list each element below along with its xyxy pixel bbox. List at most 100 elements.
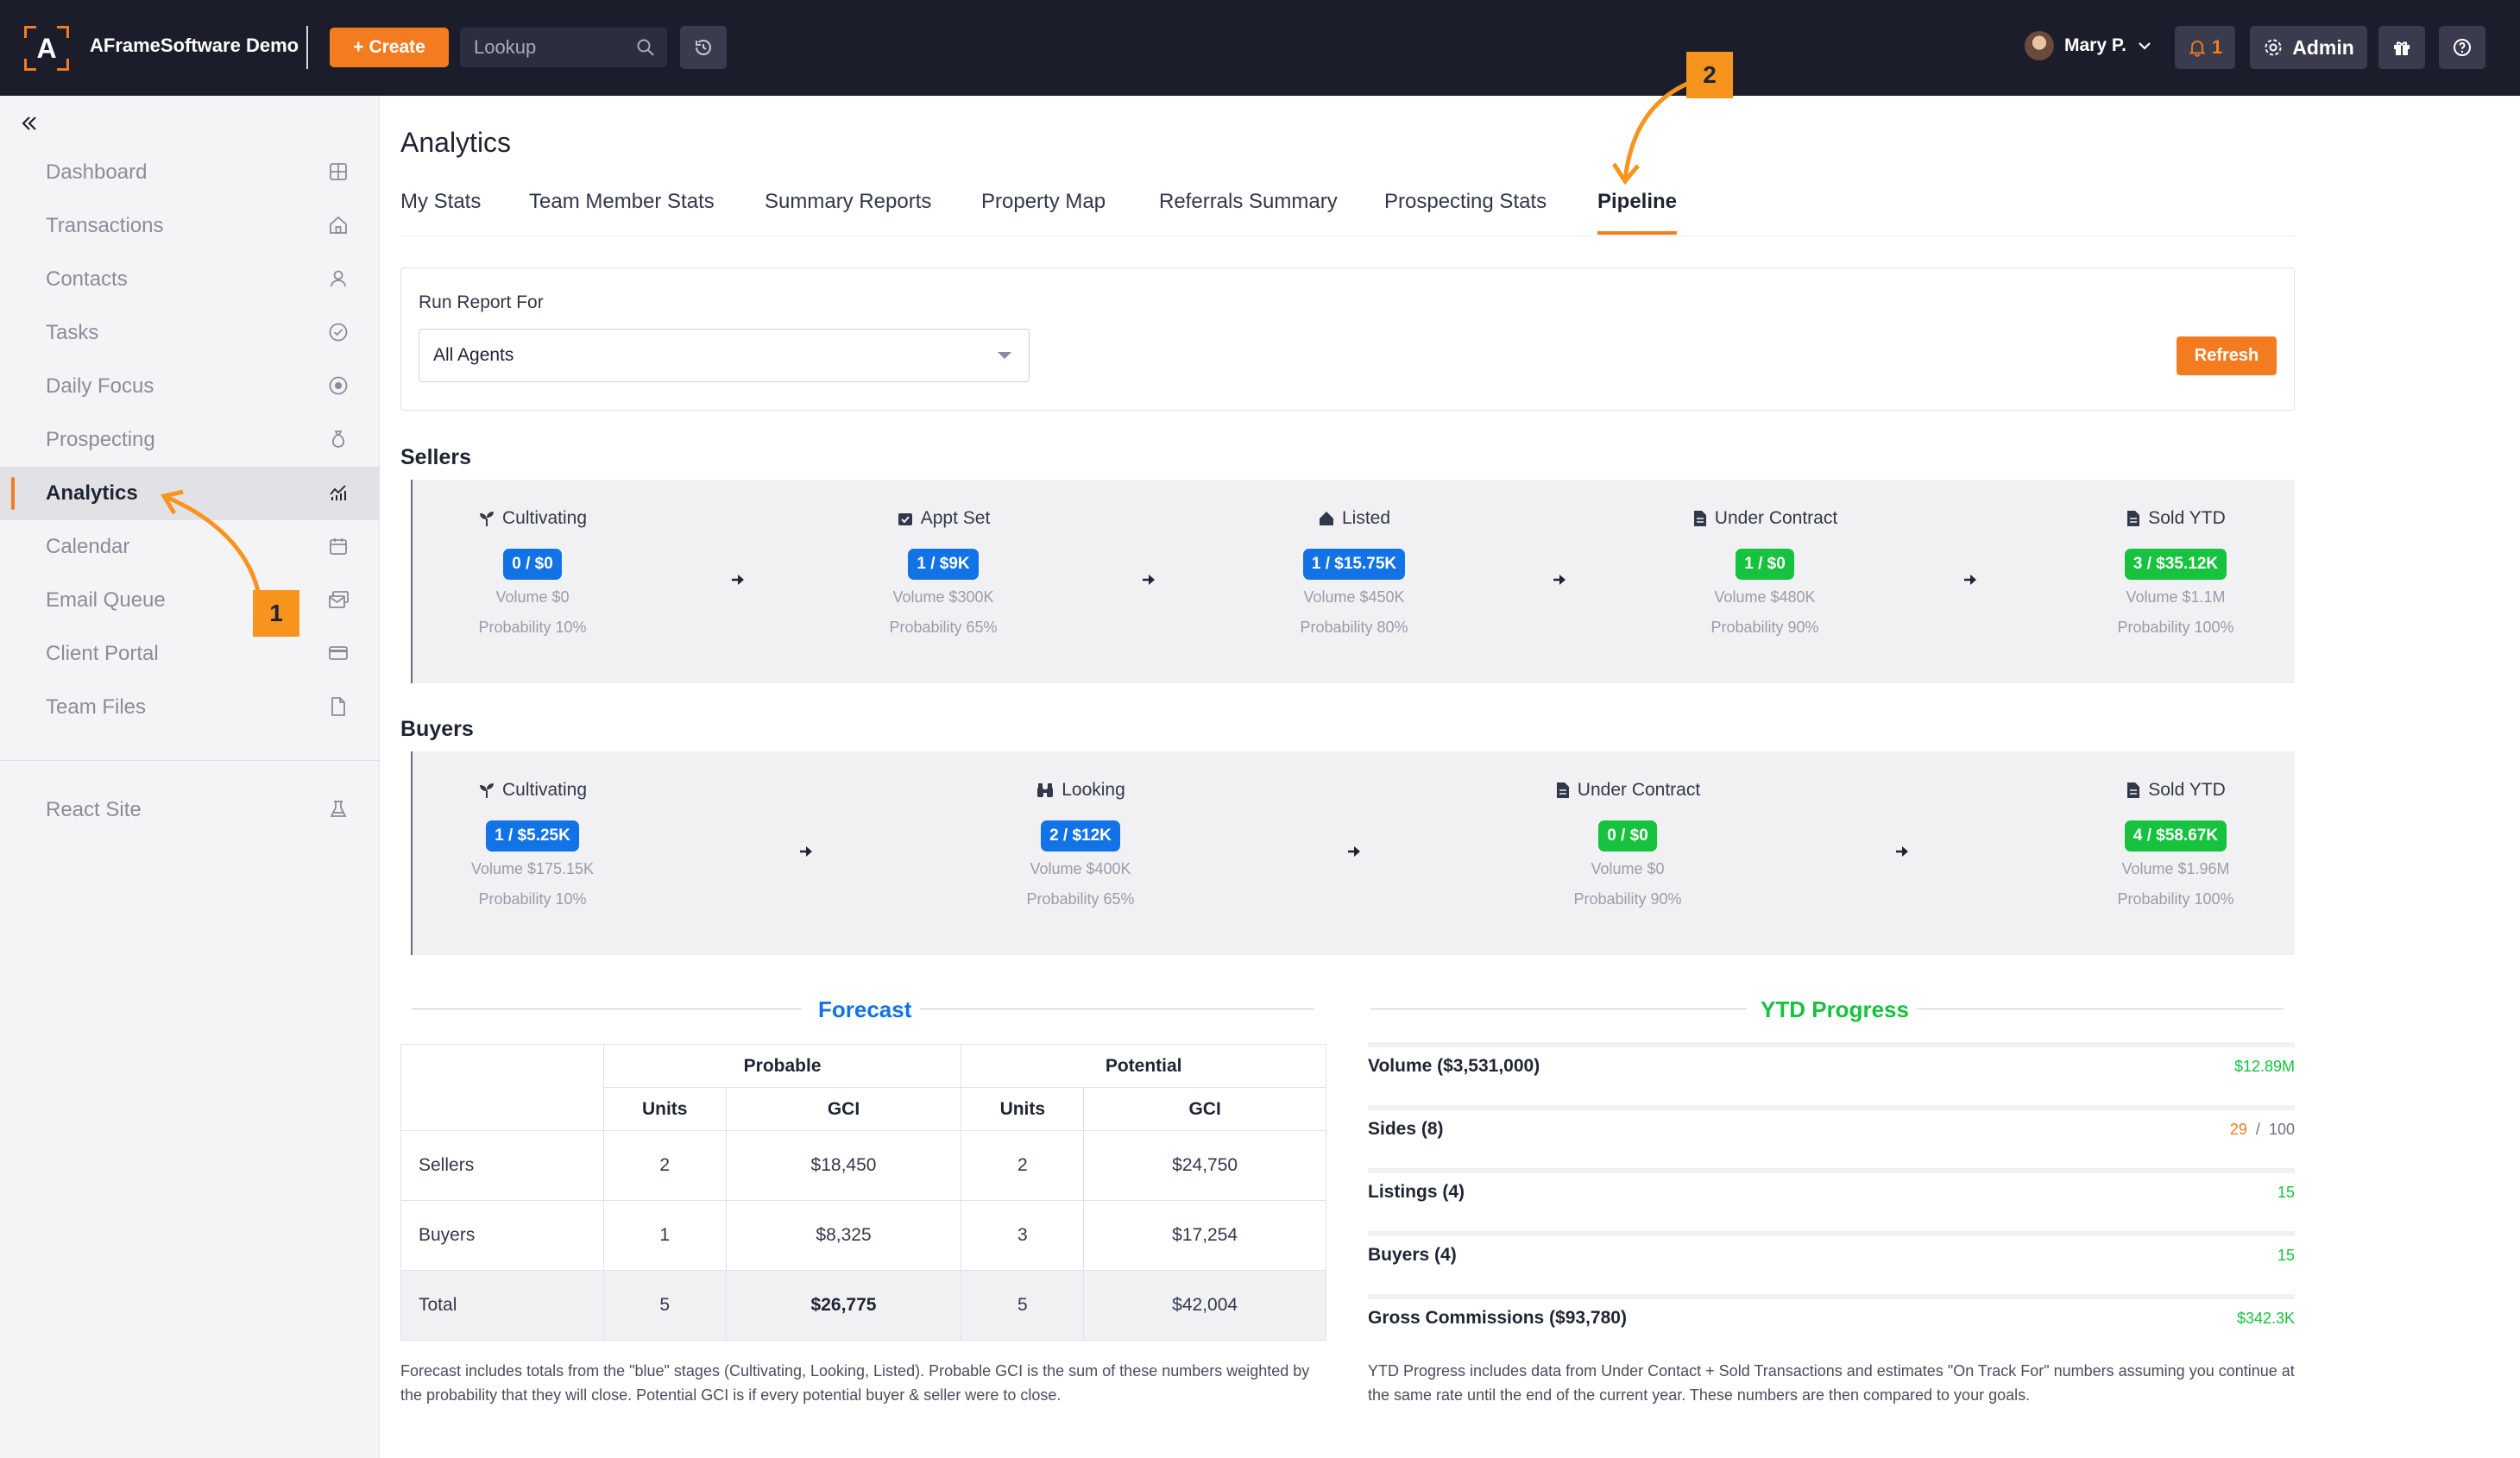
stage-volume: Volume $1.96M xyxy=(2121,860,2230,877)
sidebar-item-react-site[interactable]: React Site xyxy=(0,783,380,837)
ytd-row-listings: Listings (4) 15 xyxy=(1368,1168,2295,1231)
binoculars-icon xyxy=(1037,783,1054,797)
double-chevron-left-icon[interactable] xyxy=(19,113,40,134)
table-cell: 5 xyxy=(961,1270,1085,1341)
stage-probability: Probability 100% xyxy=(2117,890,2234,908)
buyers-pipeline: Cultivating 1 / $5.25K Volume $175.15K P… xyxy=(411,751,2295,955)
stage-name: Cultivating xyxy=(501,780,588,800)
table-cell: 2 xyxy=(961,1130,1085,1201)
column-header: GCI xyxy=(1083,1087,1326,1131)
forecast-title: Forecast xyxy=(818,996,912,1022)
notification-count: 1 xyxy=(2211,36,2223,58)
sidebar-item-calendar[interactable]: Calendar xyxy=(0,520,380,574)
stage-badge: 2 / $12K xyxy=(1041,820,1120,852)
tab-my-stats[interactable]: My Stats xyxy=(400,190,482,213)
ytd-label: Volume ($3,531,000) xyxy=(1368,1056,1540,1076)
tab-summary-reports[interactable]: Summary Reports xyxy=(765,190,932,213)
sidebar-item-label: Daily Focus xyxy=(46,374,154,398)
sidebar-item-tasks[interactable]: Tasks xyxy=(0,306,380,360)
sidebar-item-analytics[interactable]: Analytics xyxy=(0,467,380,520)
admin-button[interactable]: Admin xyxy=(2250,26,2367,69)
create-label: Create xyxy=(369,37,425,57)
empty-header xyxy=(400,1044,604,1131)
annotation-arrowhead-2 xyxy=(1611,162,1640,185)
row-label: Buyers xyxy=(400,1200,604,1271)
arrow-right-icon xyxy=(800,846,812,857)
logo[interactable]: A xyxy=(24,26,69,71)
tab-referrals-summary[interactable]: Referrals Summary xyxy=(1159,190,1338,213)
sidebar-item-label: Analytics xyxy=(46,481,138,505)
sprout-icon xyxy=(479,783,494,798)
home-icon xyxy=(330,216,347,234)
grid-icon xyxy=(330,163,347,180)
ytd-row-sides: Sides (8) 29 / 100 xyxy=(1368,1105,2295,1168)
tab-prospecting-stats[interactable]: Prospecting Stats xyxy=(1384,190,1547,213)
run-report-panel: Run Report For All Agents Refresh xyxy=(400,267,2295,411)
ytd-row-gross-commissions: Gross Commissions ($93,780) $342.3K xyxy=(1368,1294,2295,1357)
sellers-heading: Sellers xyxy=(400,445,472,469)
table-cell: 2 xyxy=(602,1130,727,1201)
ytd-value: 15 xyxy=(2277,1247,2295,1264)
ytd-row-buyers: Buyers (4) 15 xyxy=(1368,1231,2295,1294)
buyer-stage-under-contract: Under Contract 0 / $0 Volume $0 Probabil… xyxy=(1524,777,1731,908)
chart-icon xyxy=(330,485,346,500)
gift-icon xyxy=(2394,41,2410,55)
stage-name: Looking xyxy=(1062,780,1125,800)
gear-icon xyxy=(2265,39,2282,56)
create-button[interactable]: + Create xyxy=(330,28,449,67)
table-cell: $24,750 xyxy=(1083,1130,1326,1201)
ytd-value: 29 / 100 xyxy=(2230,1121,2295,1139)
table-row-total: Total 5 $26,775 5 $42,004 xyxy=(400,1270,1326,1341)
history-button[interactable] xyxy=(680,26,727,69)
sidebar-item-prospecting[interactable]: Prospecting xyxy=(0,413,380,467)
sidebar-item-label: React Site xyxy=(46,798,142,821)
lookup-input[interactable]: Lookup xyxy=(460,28,667,67)
sidebar-item-label: Calendar xyxy=(46,535,130,558)
sidebar-item-dashboard[interactable]: Dashboard xyxy=(0,146,380,199)
flask-icon xyxy=(330,801,347,817)
page-title: Analytics xyxy=(400,127,512,158)
calendar-icon xyxy=(330,538,347,555)
help-button[interactable] xyxy=(2439,26,2485,69)
sidebar-item-team-files[interactable]: Team Files xyxy=(0,681,380,734)
stage-name: Under Contract xyxy=(1577,780,1701,800)
stage-badge: 1 / $0 xyxy=(1736,549,1794,580)
user-menu[interactable]: Mary P. xyxy=(2025,31,2152,60)
tab-bar: My Stats Team Member Stats Summary Repor… xyxy=(400,190,2295,236)
target-icon xyxy=(329,376,348,395)
calendar-check-icon xyxy=(898,513,912,525)
stage-probability: Probability 65% xyxy=(889,619,998,636)
stage-badge: 1 / $15.75K xyxy=(1302,549,1406,580)
stage-name: Appt Set xyxy=(920,508,991,528)
table-cell: 1 xyxy=(602,1200,727,1271)
ytd-label: Gross Commissions ($93,780) xyxy=(1368,1308,1627,1328)
sidebar-item-label: Client Portal xyxy=(46,642,159,665)
stage-name: Listed xyxy=(1341,508,1391,528)
sidebar-item-contacts[interactable]: Contacts xyxy=(0,253,380,306)
notifications-button[interactable]: 1 xyxy=(2175,26,2235,69)
arrow-right-icon xyxy=(1348,846,1360,857)
sidebar-item-transactions[interactable]: Transactions xyxy=(0,199,380,253)
arrow-right-icon xyxy=(1553,575,1566,585)
refresh-button[interactable]: Refresh xyxy=(2177,336,2277,375)
sidebar-item-daily-focus[interactable]: Daily Focus xyxy=(0,360,380,413)
avatar xyxy=(2025,31,2054,60)
sidebar-item-client-portal[interactable]: Client Portal xyxy=(0,627,380,681)
gift-button[interactable] xyxy=(2378,26,2425,69)
tab-pipeline[interactable]: Pipeline xyxy=(1597,190,1678,235)
sidebar: Dashboard Transactions Contacts Tasks Da… xyxy=(0,96,380,1458)
table-cell: $8,325 xyxy=(725,1200,962,1271)
annotation-label-1: 1 xyxy=(253,590,299,637)
sidebar-divider xyxy=(0,760,380,761)
seller-stage-listed: Listed 1 / $15.75K Volume $450K Probabil… xyxy=(1251,506,1458,637)
top-bar: A AFrameSoftware Demo + Create Lookup Ma… xyxy=(0,0,2520,96)
agent-select[interactable]: All Agents xyxy=(419,329,1030,382)
sidebar-item-email-queue[interactable]: Email Queue xyxy=(0,574,380,627)
stage-volume: Volume $0 xyxy=(495,588,570,606)
tab-team-member-stats[interactable]: Team Member Stats xyxy=(529,190,715,213)
buyers-heading: Buyers xyxy=(400,717,474,741)
sidebar-item-label: Prospecting xyxy=(46,428,155,451)
tab-property-map[interactable]: Property Map xyxy=(981,190,1106,213)
column-header: GCI xyxy=(725,1087,962,1131)
table-row: Buyers 1 $8,325 3 $17,254 xyxy=(400,1200,1326,1271)
